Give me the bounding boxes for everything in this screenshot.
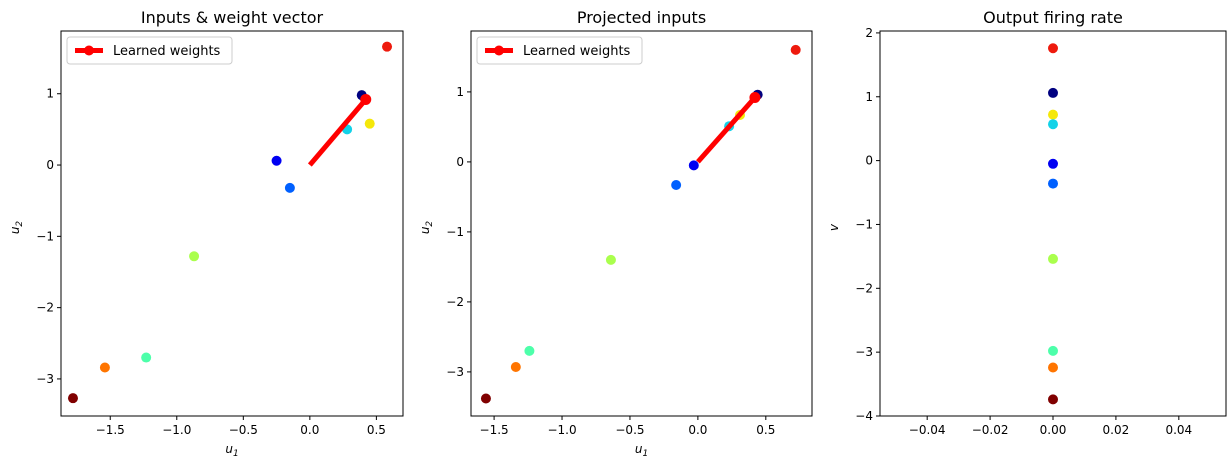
legend: Learned weights [66, 36, 233, 65]
x-tick-label: 0.04 [1165, 423, 1192, 437]
y-axis-label-2: u2 [418, 221, 435, 235]
x-tick-label: 0.02 [1103, 423, 1130, 437]
y-axis-label-2-group: u2 [418, 221, 435, 235]
y-tick-label: −3 [446, 365, 464, 379]
data-point [271, 155, 282, 166]
x-tick-label: −1.5 [480, 423, 509, 437]
y-tick-label: 0 [865, 154, 873, 168]
legend-box [66, 36, 233, 65]
data-point [510, 362, 521, 372]
x-tick-label: −0.5 [615, 423, 644, 437]
subplot-3: Output firing rate −0.04 −0.02 0.00 0.02 0.04… [827, 8, 1227, 437]
data-point [790, 44, 801, 55]
legend: Learned weights [476, 36, 643, 65]
legend-label: Learned weights [113, 44, 221, 59]
plot-area-3 [1048, 43, 1058, 405]
x-tick-label: −1.0 [162, 423, 191, 437]
x-tick-label: 0.5 [367, 423, 386, 437]
y-axis-label-1-group: u2 [8, 221, 25, 235]
y-axis-label-1: u2 [8, 221, 25, 235]
x-tick-label: −0.02 [972, 423, 1009, 437]
data-point [99, 362, 110, 373]
x-axis-label-2: u1 [635, 442, 648, 459]
y-tick-label: 0 [46, 158, 54, 172]
data-point [524, 345, 535, 356]
x-tick-label: −1.5 [96, 423, 125, 437]
data-point [1048, 158, 1058, 169]
x-axis-label-1: u1 [225, 442, 238, 459]
data-point [364, 118, 375, 129]
weight-vector-marker [360, 93, 372, 105]
x-tick-label: −1.0 [547, 423, 576, 437]
data-point [671, 180, 682, 190]
x-tick-label: 0.00 [1040, 423, 1067, 437]
data-point [67, 393, 78, 404]
plot-area-1 [67, 41, 393, 404]
y-tick-label: 1 [865, 90, 873, 104]
y-tick-label: −1 [36, 229, 54, 243]
axes-frame [470, 30, 813, 417]
data-point [1048, 345, 1058, 356]
data-point [480, 393, 491, 404]
subplot-1: Inputs & weight vector −1.5 −1.0 −0.5 0.0 0.5… [8, 8, 404, 459]
x-tick-label: −0.5 [229, 423, 258, 437]
y-tick-label: 0 [456, 155, 464, 169]
y-axis-label-3-group: v [827, 223, 841, 231]
weight-vector-line [696, 95, 757, 164]
legend-marker [494, 45, 504, 56]
weight-vector-marker [749, 92, 761, 103]
data-point [1048, 362, 1058, 373]
data-point [1048, 253, 1058, 264]
y-tick-label: −1 [855, 217, 873, 231]
x-tick-label: −0.04 [909, 423, 946, 437]
axes-frame [879, 30, 1227, 417]
y-tick-label: −2 [36, 301, 54, 315]
data-point [1048, 43, 1058, 54]
y-tick-label: −3 [855, 345, 873, 359]
y-tick-label: −4 [855, 409, 873, 423]
y-tick-label: 1 [456, 85, 464, 99]
y-tick-label: 2 [865, 26, 873, 40]
y-tick-label: −3 [36, 372, 54, 386]
axes-frame [60, 30, 404, 417]
x-tick-label: 0.0 [688, 423, 707, 437]
x-axis-label-2-group: u1 [635, 442, 648, 459]
data-point [688, 160, 699, 171]
legend-marker [84, 45, 94, 56]
plot-area-2 [480, 44, 801, 404]
x-tick-label: 0.0 [300, 423, 319, 437]
data-point [1048, 87, 1058, 98]
data-point [605, 254, 616, 265]
subplot-2: Projected inputs −1.5 −1.0 −0.5 0.0 0.5 −3 −2 −1… [418, 8, 813, 459]
weight-vector-line [307, 97, 368, 167]
chart-title-3: Output firing rate [983, 8, 1123, 27]
data-point [1048, 119, 1058, 130]
data-point [382, 41, 393, 52]
data-point [284, 182, 295, 193]
data-point [1048, 109, 1058, 120]
data-point [1048, 178, 1058, 189]
x-tick-label: 0.5 [756, 423, 775, 437]
data-point [189, 251, 200, 262]
data-point [141, 352, 152, 363]
chart-title-1: Inputs & weight vector [141, 8, 324, 27]
legend-box [476, 36, 643, 65]
y-tick-label: −2 [446, 295, 464, 309]
chart-title-2: Projected inputs [577, 8, 706, 27]
legend-label: Learned weights [523, 44, 631, 59]
y-tick-label: −2 [855, 281, 873, 295]
y-tick-label: −1 [446, 225, 464, 239]
y-axis-label-3: v [827, 223, 841, 231]
data-point [1048, 394, 1058, 405]
y-tick-label: 1 [46, 87, 54, 101]
x-axis-label-1-group: u1 [225, 442, 238, 459]
